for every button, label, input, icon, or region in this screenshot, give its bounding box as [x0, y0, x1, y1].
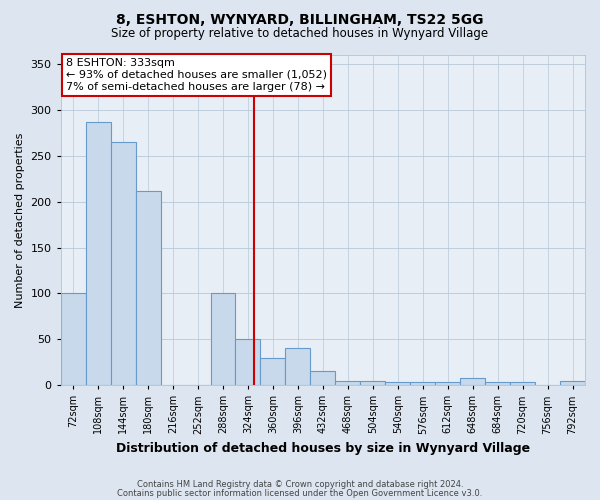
Bar	[110, 142, 136, 385]
Text: Contains public sector information licensed under the Open Government Licence v3: Contains public sector information licen…	[118, 488, 482, 498]
Bar	[435, 382, 460, 385]
Bar	[510, 382, 535, 385]
Bar	[136, 190, 161, 385]
Bar	[335, 380, 361, 385]
Bar	[235, 340, 260, 385]
Bar	[460, 378, 485, 385]
Bar	[286, 348, 310, 385]
Text: Size of property relative to detached houses in Wynyard Village: Size of property relative to detached ho…	[112, 28, 488, 40]
Text: 8 ESHTON: 333sqm
← 93% of detached houses are smaller (1,052)
7% of semi-detache: 8 ESHTON: 333sqm ← 93% of detached house…	[66, 58, 327, 92]
Bar	[61, 294, 86, 385]
Text: Contains HM Land Registry data © Crown copyright and database right 2024.: Contains HM Land Registry data © Crown c…	[137, 480, 463, 489]
Bar	[211, 294, 235, 385]
Bar	[361, 380, 385, 385]
Bar	[560, 380, 585, 385]
Bar	[385, 382, 410, 385]
Bar	[86, 122, 110, 385]
Bar	[485, 382, 510, 385]
Bar	[310, 372, 335, 385]
X-axis label: Distribution of detached houses by size in Wynyard Village: Distribution of detached houses by size …	[116, 442, 530, 455]
Bar	[260, 358, 286, 385]
Y-axis label: Number of detached properties: Number of detached properties	[15, 132, 25, 308]
Text: 8, ESHTON, WYNYARD, BILLINGHAM, TS22 5GG: 8, ESHTON, WYNYARD, BILLINGHAM, TS22 5GG	[116, 12, 484, 26]
Bar	[410, 382, 435, 385]
